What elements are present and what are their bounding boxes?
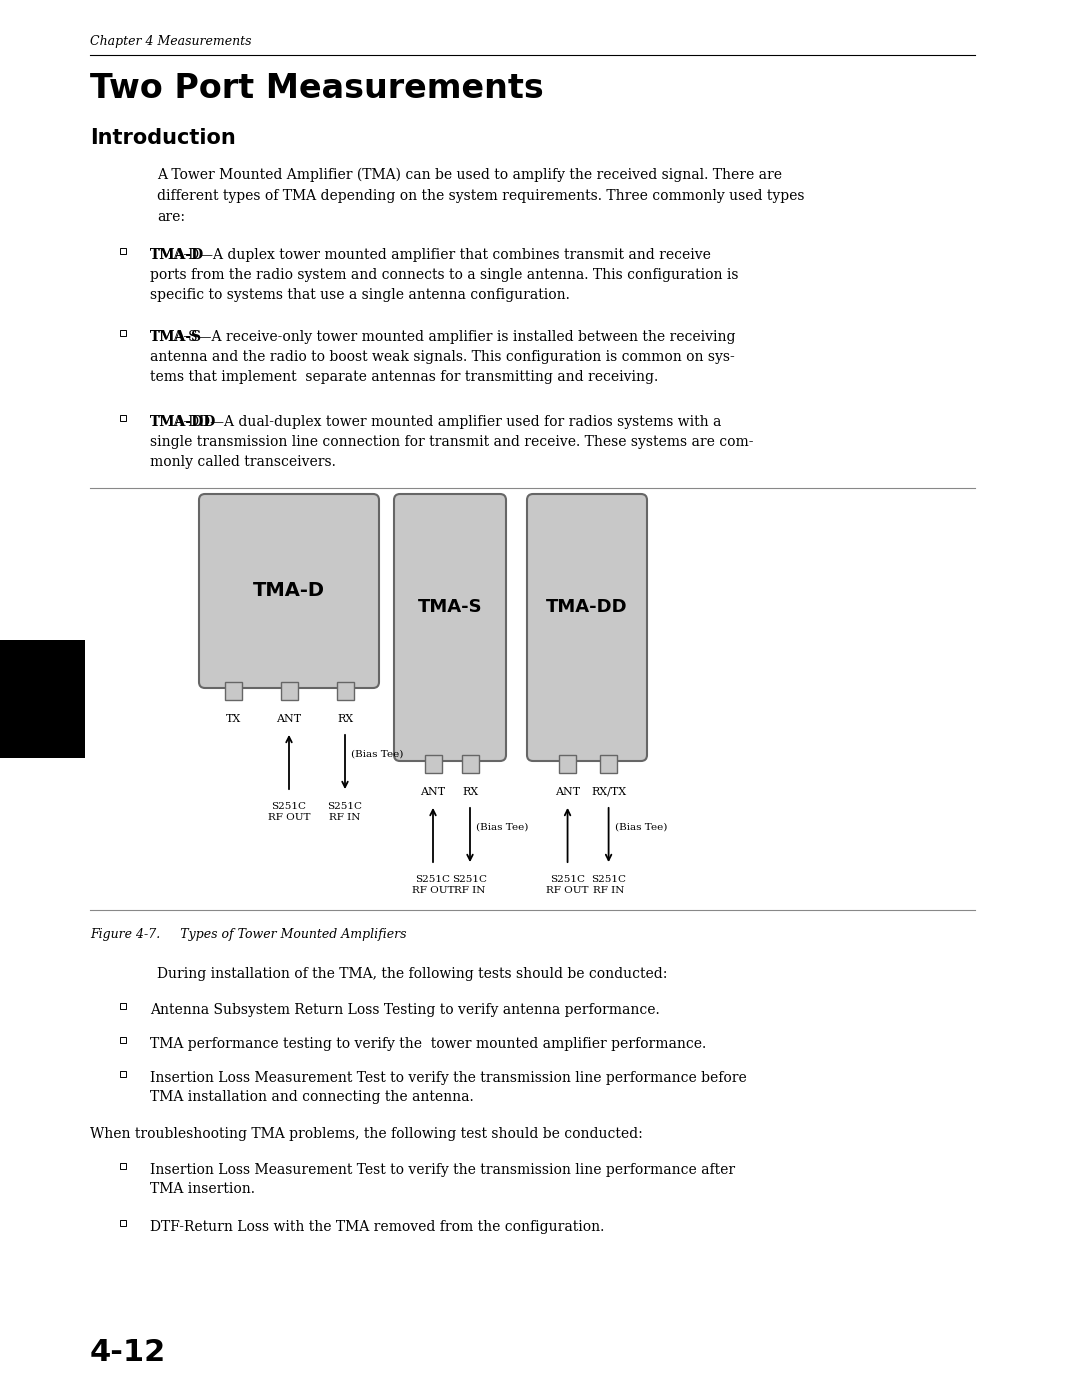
Text: Figure 4-7.     Types of Tower Mounted Amplifiers: Figure 4-7. Types of Tower Mounted Ampli…	[90, 928, 406, 942]
Text: RX: RX	[462, 787, 478, 798]
Text: RX/TX: RX/TX	[591, 787, 626, 798]
Bar	[225, 682, 242, 700]
Bar	[120, 1071, 126, 1077]
Text: Chapter 4 Measurements: Chapter 4 Measurements	[90, 35, 252, 47]
Text: ANT: ANT	[555, 787, 580, 798]
Text: DTF-Return Loss with the TMA removed from the configuration.: DTF-Return Loss with the TMA removed fro…	[150, 1220, 605, 1234]
Text: TMA performance testing to verify the  tower mounted amplifier performance.: TMA performance testing to verify the to…	[150, 1037, 706, 1051]
Bar	[120, 1162, 126, 1169]
Text: 4-12: 4-12	[90, 1338, 166, 1368]
Text: When troubleshooting TMA problems, the following test should be conducted:: When troubleshooting TMA problems, the f…	[90, 1127, 643, 1141]
Text: TMA insertion.: TMA insertion.	[150, 1182, 255, 1196]
Text: S251C
RF IN: S251C RF IN	[327, 802, 363, 821]
Text: (Bias Tee): (Bias Tee)	[351, 750, 403, 759]
Text: TMA-DD—A dual-duplex tower mounted amplifier used for radios systems with a
sing: TMA-DD—A dual-duplex tower mounted ampli…	[150, 415, 754, 469]
Text: S251C
RF OUT: S251C RF OUT	[411, 875, 455, 895]
Bar	[120, 1220, 126, 1227]
Text: Insertion Loss Measurement Test to verify the transmission line performance befo: Insertion Loss Measurement Test to verif…	[150, 1071, 746, 1085]
Text: ANT: ANT	[276, 714, 301, 724]
Text: TMA-D—A duplex tower mounted amplifier that combines transmit and receive
ports : TMA-D—A duplex tower mounted amplifier t…	[150, 249, 739, 302]
FancyBboxPatch shape	[527, 495, 647, 761]
Text: (Bias Tee): (Bias Tee)	[476, 823, 528, 831]
Bar	[120, 1003, 126, 1009]
Text: Introduction: Introduction	[90, 129, 235, 148]
Text: TMA-D: TMA-D	[253, 581, 325, 601]
Text: A Tower Mounted Amplifier (TMA) can be used to amplify the received signal. Ther: A Tower Mounted Amplifier (TMA) can be u…	[157, 168, 805, 224]
Bar	[120, 330, 126, 337]
Text: During installation of the TMA, the following tests should be conducted:: During installation of the TMA, the foll…	[157, 967, 667, 981]
Text: Insertion Loss Measurement Test to verify the transmission line performance afte: Insertion Loss Measurement Test to verif…	[150, 1162, 735, 1178]
Text: TMA-D: TMA-D	[150, 249, 204, 263]
Bar	[559, 754, 576, 773]
Bar	[120, 249, 126, 254]
Text: S251C
RF IN: S251C RF IN	[453, 875, 487, 895]
Text: TMA-S: TMA-S	[150, 330, 202, 344]
Text: S251C
RF OUT: S251C RF OUT	[268, 802, 310, 821]
Text: RX: RX	[337, 714, 353, 724]
Text: TMA-DD: TMA-DD	[546, 598, 627, 616]
Text: TMA-S: TMA-S	[418, 598, 483, 616]
Bar	[120, 415, 126, 420]
Text: ANT: ANT	[420, 787, 446, 798]
Text: (Bias Tee): (Bias Tee)	[615, 823, 667, 831]
Bar	[337, 682, 353, 700]
FancyBboxPatch shape	[394, 495, 507, 761]
Bar	[0, 640, 85, 759]
Text: Antenna Subsystem Return Loss Testing to verify antenna performance.: Antenna Subsystem Return Loss Testing to…	[150, 1003, 660, 1017]
Text: S251C
RF OUT: S251C RF OUT	[546, 875, 589, 895]
Bar	[281, 682, 297, 700]
Text: S251C
RF IN: S251C RF IN	[591, 875, 626, 895]
Bar	[424, 754, 442, 773]
Bar	[120, 1037, 126, 1044]
Text: Two Port Measurements: Two Port Measurements	[90, 73, 543, 105]
Text: TX: TX	[226, 714, 241, 724]
Text: TMA-S—A receive-only tower mounted amplifier is installed between the receiving
: TMA-S—A receive-only tower mounted ampli…	[150, 330, 735, 384]
Bar	[461, 754, 478, 773]
Bar	[600, 754, 617, 773]
Text: TMA-DD: TMA-DD	[150, 415, 216, 429]
Text: TMA installation and connecting the antenna.: TMA installation and connecting the ante…	[150, 1090, 474, 1104]
FancyBboxPatch shape	[199, 495, 379, 687]
